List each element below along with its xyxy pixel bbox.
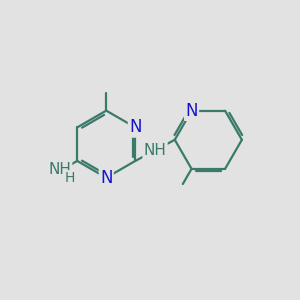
Text: NH: NH <box>48 162 71 177</box>
Text: NH: NH <box>144 143 166 158</box>
Text: H: H <box>65 171 75 185</box>
Text: N: N <box>129 118 142 136</box>
Text: N: N <box>100 169 112 187</box>
Text: N: N <box>185 102 198 120</box>
